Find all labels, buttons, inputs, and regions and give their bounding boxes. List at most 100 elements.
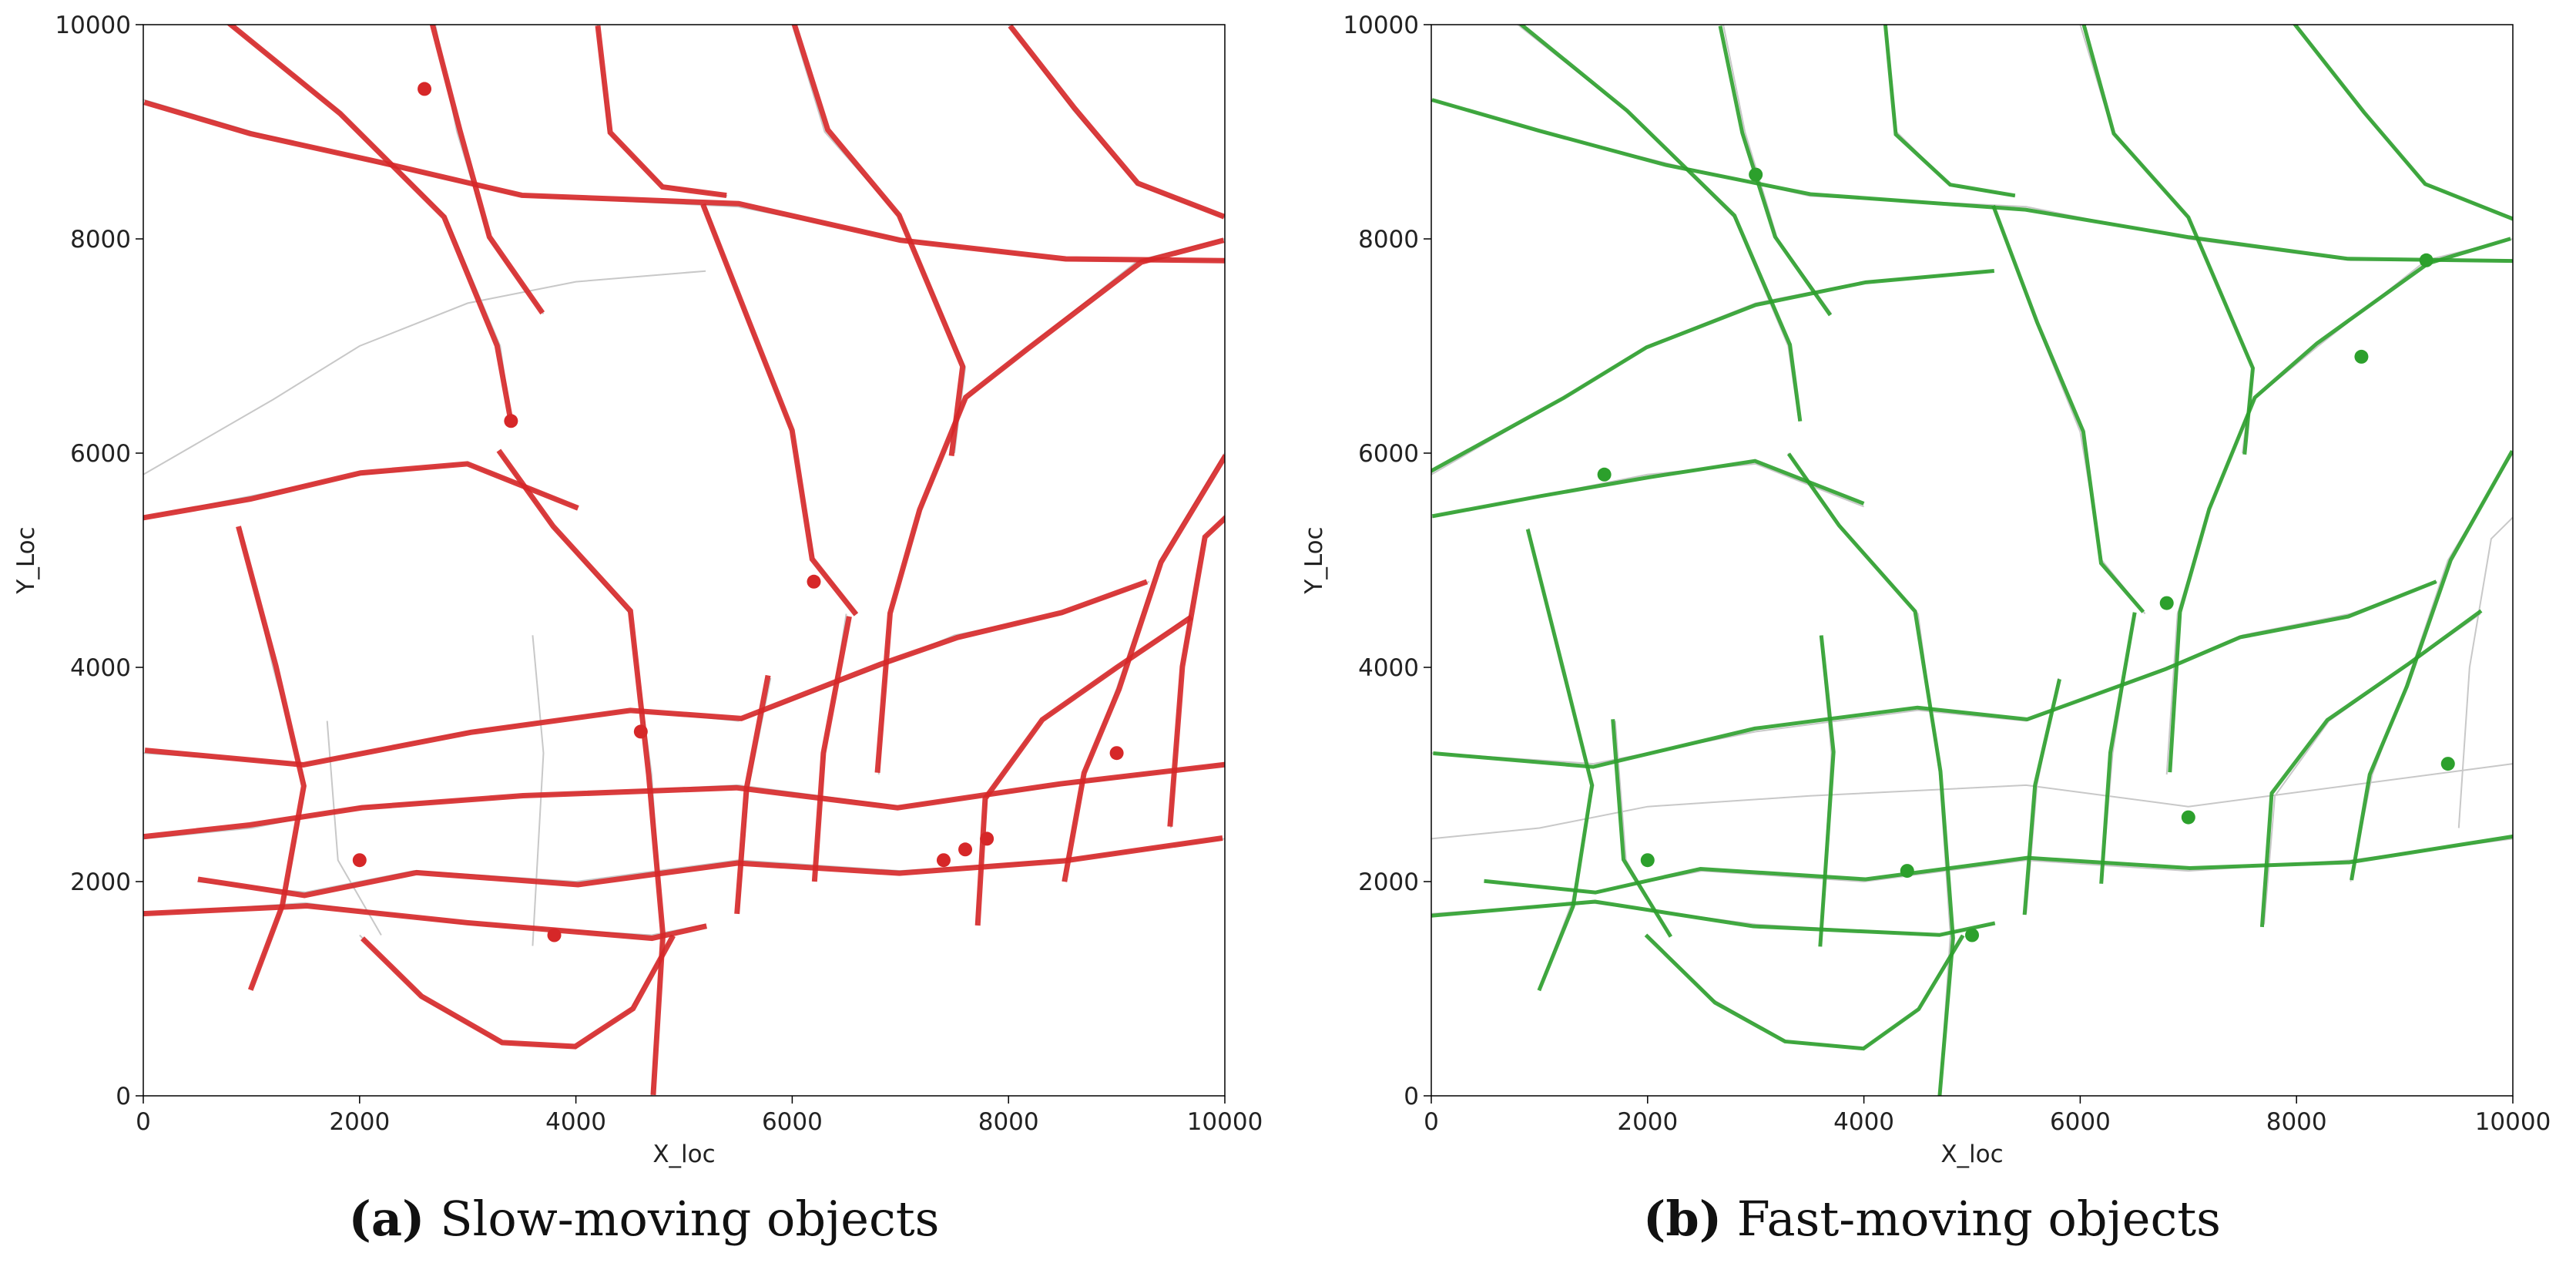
road-line xyxy=(2165,238,2513,775)
road-line xyxy=(143,270,706,475)
x-tick-label: 8000 xyxy=(978,1108,1039,1136)
trajectory-line xyxy=(1008,25,1225,220)
road-line xyxy=(2296,25,2513,219)
road-line xyxy=(2350,452,2513,882)
road-line xyxy=(1062,452,1225,882)
trajectory-line xyxy=(1167,514,1225,827)
data-point xyxy=(936,853,951,868)
trajectory-line xyxy=(2081,25,2256,455)
data-point xyxy=(1640,853,1655,868)
trajectory-series xyxy=(143,25,1225,1096)
road-line xyxy=(143,99,1225,261)
caption-letter-a: (a) xyxy=(348,1191,425,1247)
road-line xyxy=(791,25,967,454)
road-line xyxy=(143,763,1225,840)
y-tick-label: 8000 xyxy=(1358,226,1419,254)
trajectory-line xyxy=(1431,899,1996,937)
trajectory-line xyxy=(143,761,1225,840)
y-tick-label: 0 xyxy=(1404,1083,1419,1110)
data-point xyxy=(1749,167,1763,182)
trajectory-line xyxy=(226,25,514,422)
road-line xyxy=(1884,25,2016,197)
trajectory-line xyxy=(700,203,859,616)
road-line xyxy=(2079,25,2255,454)
data-point xyxy=(1109,746,1124,761)
road-line xyxy=(434,25,545,314)
plot-frame xyxy=(1431,24,2514,1097)
caption-text-a: Slow-moving objects xyxy=(424,1191,940,1247)
trajectory-line xyxy=(1431,98,2513,264)
caption-text-b: Fast-moving objects xyxy=(1722,1191,2221,1247)
x-axis-label: X_loc xyxy=(652,1141,715,1168)
x-tick-label: 6000 xyxy=(2050,1108,2111,1136)
data-point xyxy=(418,82,432,96)
panel-fast-moving: 0 2000 4000 6000 8000 10000 0 2000 4000 6000 8000 1… xyxy=(1288,0,2576,1280)
road-line xyxy=(596,25,728,197)
trajectory-line xyxy=(811,616,852,882)
road-line xyxy=(1647,934,1962,1049)
trajectory-line xyxy=(2168,237,2511,773)
trajectory-line xyxy=(1431,268,1995,473)
road-line xyxy=(1517,25,1800,422)
trajectory-line xyxy=(595,25,727,199)
plot-frame xyxy=(143,24,1226,1097)
data-point xyxy=(633,724,648,739)
x-tick-label: 10000 xyxy=(1187,1108,1263,1136)
data-point xyxy=(2159,596,2174,610)
x-tick-label: 0 xyxy=(1424,1108,1439,1136)
trajectory-line xyxy=(429,25,545,315)
trajectory-line xyxy=(1786,452,1955,1096)
trajectory-line xyxy=(2099,612,2137,884)
y-tick-label: 10000 xyxy=(55,12,131,39)
data-point xyxy=(1900,864,1914,879)
trajectory-line xyxy=(1883,25,2016,198)
trajectory-line xyxy=(1525,529,1595,992)
trajectory-line xyxy=(143,99,1225,264)
x-tick-label: 4000 xyxy=(1833,1108,1894,1136)
data-point xyxy=(2440,757,2455,771)
trajectory-line xyxy=(2259,609,2483,928)
road-line xyxy=(359,934,674,1049)
trajectory-line xyxy=(2350,450,2513,881)
trajectory-line xyxy=(360,934,676,1050)
data-point xyxy=(1597,467,1612,482)
trajectory-line xyxy=(496,449,666,1096)
data-point xyxy=(807,574,821,589)
trajectory-line xyxy=(791,25,966,457)
trajectory-line xyxy=(1644,933,1965,1051)
data-point xyxy=(958,842,973,857)
x-axis-label: X_loc xyxy=(1940,1141,2003,1168)
trajectory-line xyxy=(1818,635,1836,947)
trajectory-line xyxy=(1433,580,2437,769)
caption-letter-b: (b) xyxy=(1643,1191,1722,1247)
y-tick-label: 10000 xyxy=(1343,12,1419,39)
x-tick-label: 4000 xyxy=(545,1108,606,1136)
road-line xyxy=(877,238,1225,775)
y-tick-label: 6000 xyxy=(1358,440,1419,468)
y-tick-label: 2000 xyxy=(70,868,131,896)
data-point xyxy=(2354,349,2369,364)
trajectory-line xyxy=(1062,454,1225,882)
caption-b: (b) Fast-moving objects xyxy=(1288,1191,2576,1247)
data-point xyxy=(2181,810,2195,825)
x-tick-label: 10000 xyxy=(2475,1108,2551,1136)
road-line xyxy=(1614,721,1670,936)
data-point xyxy=(980,831,995,846)
trajectory-series xyxy=(1431,25,2513,1096)
x-tick-label: 8000 xyxy=(2266,1108,2327,1136)
road-line xyxy=(2457,516,2513,828)
data-point xyxy=(352,853,367,868)
trajectory-line xyxy=(1431,459,1865,519)
x-tick-label: 2000 xyxy=(1617,1108,1678,1136)
road-network-background xyxy=(143,25,1225,1096)
trajectory-line xyxy=(2293,25,2513,221)
trajectory-line xyxy=(143,461,579,521)
data-point xyxy=(547,928,562,942)
y-tick-label: 2000 xyxy=(1358,868,1419,896)
trajectory-line xyxy=(143,903,708,942)
y-tick-label: 0 xyxy=(116,1083,131,1110)
data-point xyxy=(2419,253,2433,267)
y-axis-label: Y_Loc xyxy=(12,526,40,594)
y-tick-label: 4000 xyxy=(70,654,131,682)
chart-slow-moving: 0 2000 4000 6000 8000 10000 0 2000 4000 6000 8000 1… xyxy=(12,12,1263,1168)
